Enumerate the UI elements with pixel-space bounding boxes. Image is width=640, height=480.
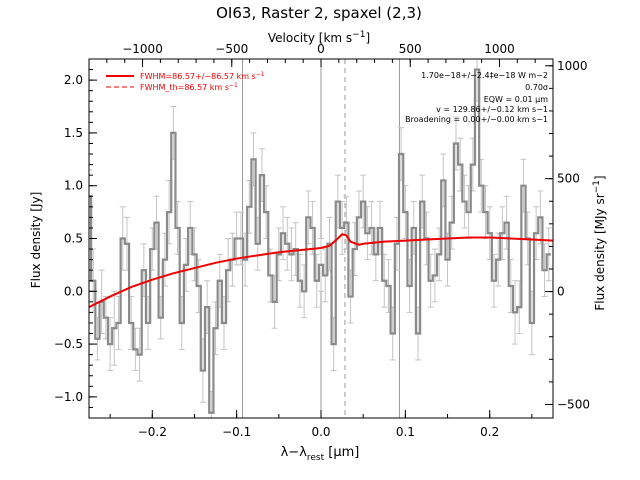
flux-step-line — [89, 68, 551, 414]
fit-annotations: 1.70e−18+/−2.4‡e−18 W m−2 0.70σ EQW = 0.… — [405, 71, 548, 124]
velocity-tick-label: 1000 — [484, 42, 515, 56]
top-axis-label-sup: −1 — [352, 30, 365, 40]
x-axis-label: λ−λrest [μm] — [281, 445, 360, 463]
error-bars — [89, 59, 552, 418]
axis-ticks: −0.2 −0.1 0.0 0.1 0.2 −1.0 −0.5 0.0 0.5 1.0 1.5 2.0… — [54, 42, 590, 439]
right-axis-label: Flux density [MJy sr−1] — [592, 175, 607, 310]
fit-series — [89, 233, 553, 309]
right-tick-label: −500 — [557, 397, 590, 411]
velocity-tick-label: −1000 — [122, 42, 163, 56]
legend-label-fwhm-th: FWHM_th=86.57 km s−1 — [140, 82, 238, 92]
fit-line — [89, 233, 553, 309]
y-tick-label: −0.5 — [54, 337, 83, 351]
x-axis-label-sub: rest — [307, 453, 325, 463]
x-tick-label: 0.2 — [480, 425, 499, 439]
velocity-tick-label: −500 — [215, 42, 248, 56]
x-tick-label: −0.1 — [222, 425, 251, 439]
annotation-velocity: v = 129.86+/−0.12 km s−1 — [436, 105, 548, 114]
right-tick-label: 0 — [557, 285, 565, 299]
y-axis-label: Flux density [Jy] — [29, 192, 43, 289]
chart-title: OI63, Raster 2, spaxel (2,3) — [216, 4, 422, 22]
right-tick-label: 1000 — [557, 59, 588, 73]
annotation-flux: 1.70e−18+/−2.4‡e−18 W m−2 — [421, 71, 548, 80]
right-axis-label-sup: −1 — [592, 180, 602, 193]
y-tick-label: 1.0 — [64, 179, 83, 193]
annotation-broadening: Broadening = 0.00+/−0.00 km s−1 — [405, 115, 548, 124]
velocity-tick-label: 500 — [399, 42, 422, 56]
y-tick-label: 2.0 — [64, 73, 83, 87]
annotation-sigma: 0.70σ — [525, 83, 548, 92]
top-axis-label: Velocity [km s−1] — [268, 30, 370, 45]
y-tick-label: 0.5 — [64, 232, 83, 246]
x-tick-label: −0.2 — [138, 425, 167, 439]
velocity-tick-label: 0 — [317, 42, 325, 56]
legend: FWHM=86.57+/−86.57 km s−1 FWHM_th=86.57 … — [106, 71, 265, 92]
x-tick-label: 0.0 — [311, 425, 330, 439]
x-tick-label: 0.1 — [396, 425, 415, 439]
y-tick-label: 1.5 — [64, 126, 83, 140]
right-tick-label: 500 — [557, 172, 580, 186]
data-series — [89, 68, 551, 414]
y-tick-label: −1.0 — [54, 390, 83, 404]
legend-label-fwhm: FWHM=86.57+/−86.57 km s−1 — [140, 71, 265, 81]
y-tick-label: 0.0 — [64, 284, 83, 298]
annotation-eqw: EQW = 0.01 μm — [484, 95, 548, 104]
